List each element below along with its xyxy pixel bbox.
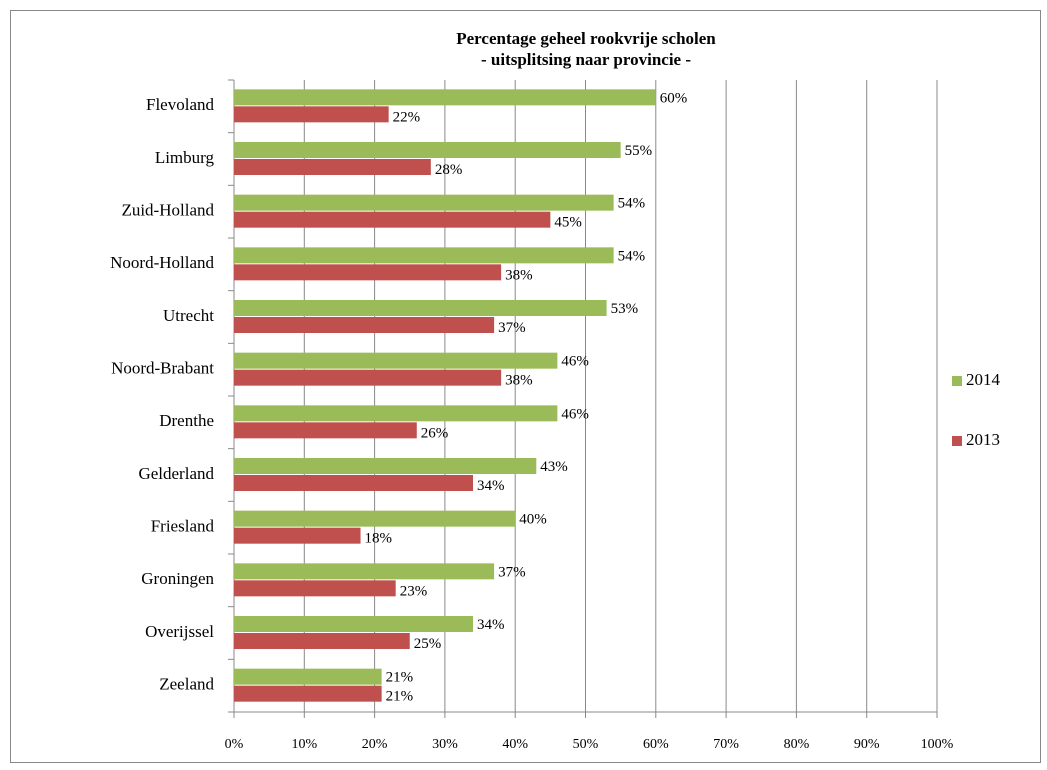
- data-label: 55%: [625, 143, 653, 159]
- bar: [234, 106, 389, 123]
- bar: [234, 510, 516, 527]
- data-label: 60%: [660, 90, 688, 106]
- data-label: 28%: [435, 162, 463, 178]
- data-label: 54%: [618, 248, 646, 264]
- bar: [234, 352, 558, 369]
- bar: [234, 247, 614, 264]
- y-tick-label: Noord-Brabant: [111, 359, 214, 378]
- bar: [234, 159, 431, 175]
- y-tick-label: Groningen: [141, 569, 214, 588]
- data-label: 43%: [540, 459, 568, 475]
- y-tick-label: Noord-Holland: [110, 253, 214, 272]
- data-label: 46%: [561, 406, 589, 422]
- y-tick-label: Flevoland: [146, 95, 214, 114]
- data-label: 25%: [414, 636, 442, 652]
- y-tick-label: Drenthe: [159, 411, 214, 430]
- data-label: 21%: [386, 670, 414, 686]
- legend-swatch: [952, 376, 962, 386]
- x-tick-label: 60%: [643, 737, 669, 752]
- x-tick-label: 30%: [432, 737, 458, 752]
- chart-frame: [10, 10, 1041, 763]
- data-label: 23%: [400, 583, 428, 599]
- data-label: 34%: [477, 478, 505, 494]
- x-tick-label: 0%: [225, 737, 244, 752]
- bar: [234, 369, 502, 386]
- data-label: 21%: [386, 689, 414, 705]
- data-label: 37%: [498, 564, 526, 580]
- x-tick-label: 90%: [854, 737, 880, 752]
- chart-title: Percentage geheel rookvrije scholen: [456, 29, 716, 48]
- bar: [234, 194, 614, 211]
- y-tick-label: Utrecht: [163, 306, 214, 325]
- bar: [234, 89, 656, 106]
- chart-subtitle: - uitsplitsing naar provincie -: [481, 50, 691, 69]
- y-tick-label: Friesland: [151, 517, 215, 536]
- bar: [234, 458, 537, 474]
- data-label: 40%: [519, 512, 547, 528]
- bar: [234, 405, 558, 422]
- bar: [234, 317, 495, 333]
- x-tick-label: 50%: [573, 737, 599, 752]
- x-tick-label: 80%: [784, 737, 810, 752]
- y-tick-label: Zeeland: [159, 675, 214, 694]
- bar: [234, 211, 551, 228]
- bar: [234, 633, 410, 649]
- data-label: 46%: [561, 354, 589, 370]
- data-label: 53%: [611, 301, 639, 317]
- y-tick-label: Overijssel: [145, 622, 214, 641]
- data-label: 38%: [505, 373, 533, 389]
- data-label: 54%: [618, 196, 646, 212]
- x-tick-label: 70%: [713, 737, 739, 752]
- x-tick-label: 10%: [291, 737, 317, 752]
- bar: [234, 580, 396, 597]
- y-tick-label: Zuid-Holland: [121, 201, 214, 220]
- x-tick-label: 20%: [362, 737, 388, 752]
- legend-label: 2013: [966, 430, 1000, 449]
- bar: [234, 422, 417, 439]
- legend-label: 2014: [966, 370, 1001, 389]
- bar: [234, 475, 474, 491]
- y-tick-label: Gelderland: [138, 464, 214, 483]
- bar: [234, 668, 382, 685]
- bar: [234, 527, 361, 544]
- y-tick-label: Limburg: [155, 148, 215, 167]
- bar: [234, 142, 621, 158]
- data-label: 26%: [421, 425, 449, 441]
- x-tick-label: 100%: [921, 737, 954, 752]
- data-label: 37%: [498, 320, 526, 336]
- data-label: 45%: [554, 215, 582, 231]
- bar: [234, 616, 474, 632]
- x-tick-label: 40%: [502, 737, 528, 752]
- bar: [234, 685, 382, 702]
- bar: [234, 300, 607, 316]
- bar: [234, 563, 495, 580]
- bar: [234, 264, 502, 281]
- data-label: 38%: [505, 267, 533, 283]
- legend-swatch: [952, 436, 962, 446]
- data-label: 18%: [365, 531, 393, 547]
- data-label: 34%: [477, 617, 505, 633]
- data-label: 22%: [393, 109, 421, 125]
